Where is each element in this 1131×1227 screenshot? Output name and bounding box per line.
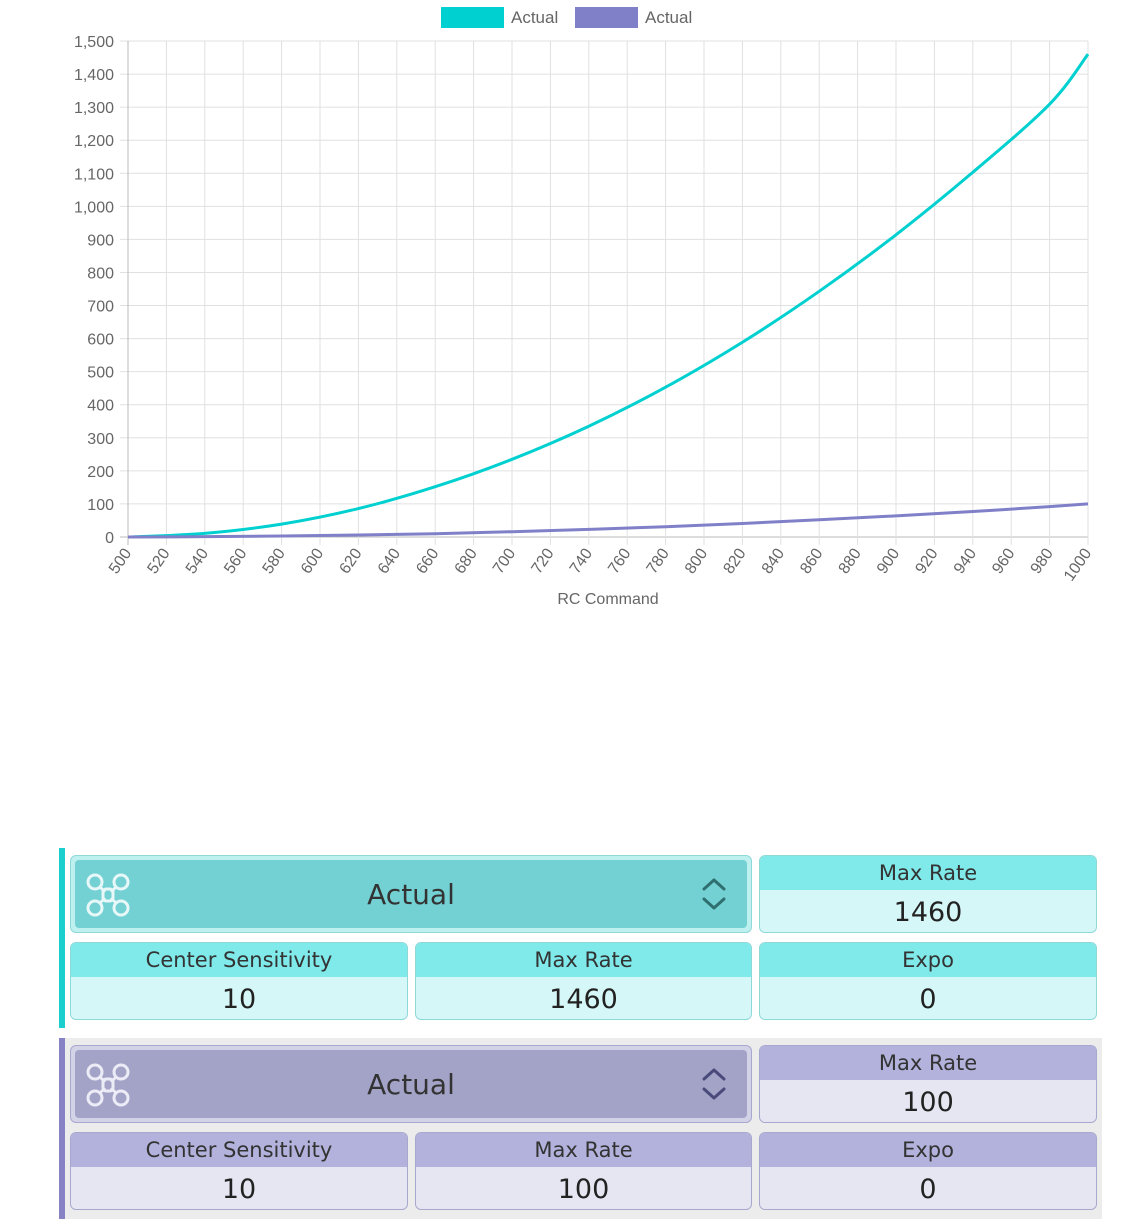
y-axis: 0 100 200 300 400 500 600 700 800 900 1,000 1,100 1,…	[74, 34, 114, 547]
center-sensitivity-field[interactable]: Center Sensitivity 10	[70, 942, 408, 1020]
rates-chart: 0 100 200 300 400 500 600 700 800 900 1,000 1,100 1,…	[74, 7, 1095, 608]
legend-swatch[interactable]	[575, 7, 638, 28]
x-tick-label: 820	[720, 545, 749, 577]
x-tick-label: 540	[183, 545, 212, 577]
y-tick-label: 100	[87, 497, 114, 514]
y-tick-label: 0	[105, 530, 114, 547]
max-rate-display: Max Rate 1460	[759, 855, 1097, 933]
rate-type-selector-frame: Actual	[70, 855, 752, 933]
chart-legend[interactable]: Actual Actual	[441, 7, 692, 28]
rate-type-label: Actual	[367, 1067, 455, 1101]
series-line-1	[127, 53, 1090, 539]
x-tick-label: 980	[1028, 545, 1057, 577]
x-tick-label: 760	[605, 545, 634, 577]
max-rate-field[interactable]: Max Rate 1460	[415, 942, 752, 1020]
max-rate-value: 100	[902, 1086, 954, 1118]
legend-label[interactable]: Actual	[511, 8, 558, 27]
x-tick-label: 620	[336, 545, 365, 577]
x-tick-label: 660	[413, 545, 442, 577]
x-tick-label: 1000	[1061, 545, 1095, 584]
x-tick-label: 720	[528, 545, 557, 577]
max-rate-field[interactable]: Max Rate 100	[415, 1132, 752, 1210]
rate-panel-1: Actual Max Rate 1460 Center Sensitivity …	[59, 848, 1102, 1028]
rate-panel-2: Actual Max Rate 100 Center Sensitivity 1…	[59, 1038, 1102, 1219]
expo-field[interactable]: Expo 0	[759, 1132, 1097, 1210]
panel-accent-bar	[59, 1038, 65, 1219]
y-tick-label: 1,100	[74, 166, 114, 183]
x-tick-label: 700	[490, 545, 519, 577]
y-tick-label: 600	[87, 332, 114, 349]
x-tick-label: 600	[298, 545, 327, 577]
chevron-up-down-icon	[702, 1068, 726, 1100]
y-tick-label: 800	[87, 265, 114, 282]
x-tick-label: 520	[144, 545, 173, 577]
x-tick-label: 560	[221, 545, 250, 577]
center-sensitivity-value[interactable]: 10	[221, 1173, 257, 1205]
chevron-up-down-icon	[702, 878, 726, 910]
y-tick-label: 900	[87, 232, 114, 249]
y-tick-label: 200	[87, 464, 114, 481]
chart-grid	[120, 40, 1089, 545]
x-tick-label: 500	[106, 545, 135, 577]
y-tick-label: 1,200	[74, 133, 114, 150]
y-tick-label: 500	[87, 365, 114, 382]
expo-label: Expo	[760, 943, 1096, 977]
expo-value[interactable]: 0	[919, 983, 937, 1015]
center-sensitivity-value[interactable]: 10	[221, 983, 257, 1015]
x-tick-label: 640	[375, 545, 404, 577]
max-rate-field-value[interactable]: 100	[557, 1173, 610, 1205]
max-rate-display: Max Rate 100	[759, 1045, 1097, 1123]
max-rate-label: Max Rate	[760, 856, 1096, 890]
max-rate-field-label: Max Rate	[416, 1133, 751, 1167]
rate-type-selector-frame: Actual	[70, 1045, 752, 1123]
rate-type-select[interactable]: Actual	[75, 860, 747, 928]
x-axis: 500 520 540 560 580 600 620 640 660 680 700 720 740 7…	[106, 545, 1095, 584]
x-tick-label: 940	[951, 545, 980, 577]
max-rate-field-label: Max Rate	[416, 943, 751, 977]
y-tick-label: 1,400	[74, 67, 114, 84]
center-sensitivity-label: Center Sensitivity	[71, 943, 407, 977]
max-rate-field-value[interactable]: 1460	[549, 983, 618, 1015]
chart-series	[127, 53, 1090, 539]
y-tick-label: 1,300	[74, 100, 114, 117]
legend-label[interactable]: Actual	[645, 8, 692, 27]
x-tick-label: 920	[912, 545, 941, 577]
max-rate-value: 1460	[893, 896, 963, 928]
drone-icon	[86, 1063, 130, 1107]
y-tick-label: 700	[87, 299, 114, 316]
drone-icon	[86, 873, 130, 917]
panel-accent-bar	[59, 848, 65, 1028]
y-tick-label: 300	[87, 431, 114, 448]
x-tick-label: 900	[874, 545, 903, 577]
x-tick-label: 680	[452, 545, 481, 577]
expo-value[interactable]: 0	[919, 1173, 937, 1205]
center-sensitivity-field[interactable]: Center Sensitivity 10	[70, 1132, 408, 1210]
expo-label: Expo	[760, 1133, 1096, 1167]
rate-type-label: Actual	[367, 877, 455, 911]
x-tick-label: 740	[567, 545, 596, 577]
x-tick-label: 960	[989, 545, 1018, 577]
y-tick-label: 1,500	[74, 34, 114, 51]
x-tick-label: 780	[644, 545, 673, 577]
x-tick-label: 840	[759, 545, 788, 577]
max-rate-label: Max Rate	[760, 1046, 1096, 1080]
series-line-2	[127, 502, 1089, 539]
y-tick-label: 400	[87, 398, 114, 415]
x-tick-label: 580	[260, 545, 289, 577]
legend-swatch[interactable]	[441, 7, 504, 28]
x-tick-label: 880	[836, 545, 865, 577]
x-tick-label: 800	[682, 545, 711, 577]
center-sensitivity-label: Center Sensitivity	[71, 1133, 407, 1167]
y-tick-label: 1,000	[74, 199, 114, 216]
rate-type-select[interactable]: Actual	[75, 1050, 747, 1118]
x-axis-label: RC Command	[557, 591, 658, 608]
x-tick-label: 860	[797, 545, 826, 577]
expo-field[interactable]: Expo 0	[759, 942, 1097, 1020]
